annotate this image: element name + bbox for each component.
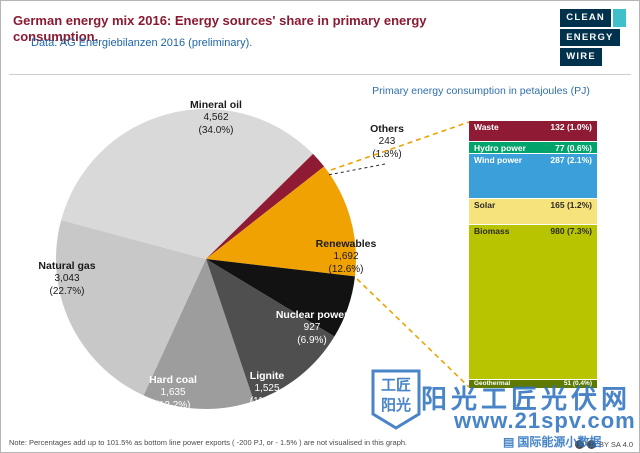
bar-chart-heading: Primary energy consumption in petajoules… — [372, 85, 590, 97]
footnote: Note: Percentages add up to 101.5% as bo… — [9, 438, 408, 447]
pie-label-mineral-oil: Mineral oil 4,562 (34.0%) — [190, 98, 242, 136]
pie-slice-others — [206, 153, 325, 259]
pie-label-natural-gas: Natural gas 3,043 (22.7%) — [38, 259, 96, 297]
pie-slice-natural-gas — [56, 220, 206, 396]
cc-by-icon — [586, 440, 596, 449]
pie-label-nuclear-power: Nuclear power 927 (6.9%) — [275, 308, 349, 346]
license-text: BY SA 4.0 — [598, 440, 633, 449]
pie-label-hard-coal: Hard coal 1,635 (12.2%) — [149, 373, 197, 411]
pie-slice-mineral-oil — [61, 109, 314, 259]
logo-word-energy: ENERGY — [560, 28, 620, 46]
bar-segment-solar: Solar 165 (1.2%) — [469, 199, 597, 226]
pie-label-others: Others 243 (1.8%) — [370, 122, 404, 160]
watermark-badge-text: 工匠 阳光 — [380, 377, 411, 414]
bar-segment-waste: Waste 132 (1.0%) — [469, 121, 597, 142]
renewables-breakdown-bar: Waste 132 (1.0%) Hydro power 77 (0.6%) W… — [469, 121, 597, 388]
bar-segment-geothermal: Geothermal 51 (0.4%) — [469, 379, 597, 388]
bar-segment-biomass: Biomass 980 (7.3%) — [469, 225, 597, 380]
watermark-site-name: 阳光工匠光伏网 — [421, 384, 632, 414]
watermark-channel: ▤ 国际能源小数据 — [503, 434, 602, 450]
bar-segment-hydro-power: Hydro power 77 (0.6%) — [469, 141, 597, 154]
logo-word-wire: WIRE — [560, 48, 602, 66]
data-source-subtitle: Data: AG Energiebilanzen 2016 (prelimina… — [31, 37, 253, 49]
bar-segment-wind-power: Wind power 287 (2.1%) — [469, 153, 597, 200]
pie-label-renewables: Renewables 1,692 (12.6%) — [315, 237, 377, 275]
logo-word-clean: CLEAN — [560, 9, 611, 27]
pie-slice-hard-coal — [143, 259, 254, 409]
watermark-site-url: www.21spv.com — [454, 408, 636, 433]
logo-accent-square — [613, 9, 626, 27]
page-title: German energy mix 2016: Energy sources' … — [13, 13, 427, 44]
pie-slice-nuclear-power — [206, 259, 355, 337]
clean-energy-wire-logo: CLEAN ENERGY WIRE — [560, 9, 626, 66]
pie-slice-renewables — [206, 166, 356, 277]
cc-license: BY SA 4.0 — [574, 440, 633, 449]
channel-icon: ▤ — [503, 434, 515, 449]
header-divider — [9, 74, 631, 75]
watermark-badge: 工匠 阳光 — [369, 367, 423, 431]
pie-slice-lignite — [206, 259, 335, 402]
cc-icon — [574, 440, 584, 449]
pie-label-lignite: Lignite 1,525 (11.4%) — [249, 369, 285, 407]
